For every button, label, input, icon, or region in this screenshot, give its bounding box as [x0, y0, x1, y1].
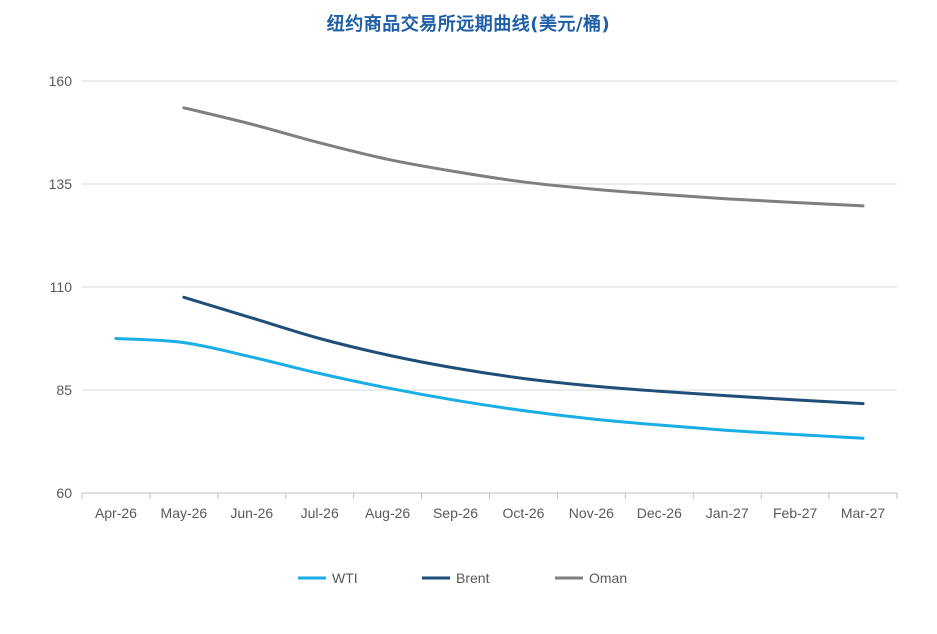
x-tick-label: Apr-26: [95, 505, 137, 521]
y-tick-label: 85: [56, 382, 72, 398]
x-tick-label: Mar-27: [841, 505, 886, 521]
chart-title: 纽约商品交易所远期曲线(美元/桶): [326, 14, 611, 35]
series-line-wti: [114, 337, 865, 440]
x-tick-label: Jul-26: [301, 505, 339, 521]
axes: 60 85 110 135 160 Apr-26 May-26 Jun-26 Jul-26 Aug…: [49, 73, 898, 521]
gridlines: [82, 80, 897, 391]
y-tick-label: 135: [49, 176, 73, 192]
legend-label-wti: WTI: [332, 570, 358, 586]
x-tick-label: Feb-27: [773, 505, 818, 521]
legend: WTI Brent Oman: [298, 570, 627, 586]
series-line-oman: [182, 106, 865, 208]
legend-label-oman: Oman: [589, 570, 627, 586]
series-lines: [114, 106, 865, 440]
x-tick-label: Jan-27: [706, 505, 749, 521]
y-tick-label: 160: [49, 73, 73, 89]
x-tick-label: May-26: [161, 505, 208, 521]
legend-label-brent: Brent: [456, 570, 490, 586]
x-tick-label: Sep-26: [433, 505, 478, 521]
series-line-brent: [182, 295, 865, 406]
y-tick-label: 60: [56, 485, 72, 501]
x-tick-label: Dec-26: [637, 505, 682, 521]
x-tick-label: Nov-26: [569, 505, 614, 521]
x-tick-label: Aug-26: [365, 505, 410, 521]
x-tick-label: Jun-26: [230, 505, 273, 521]
y-tick-label: 110: [50, 279, 73, 295]
x-tick-label: Oct-26: [502, 505, 544, 521]
